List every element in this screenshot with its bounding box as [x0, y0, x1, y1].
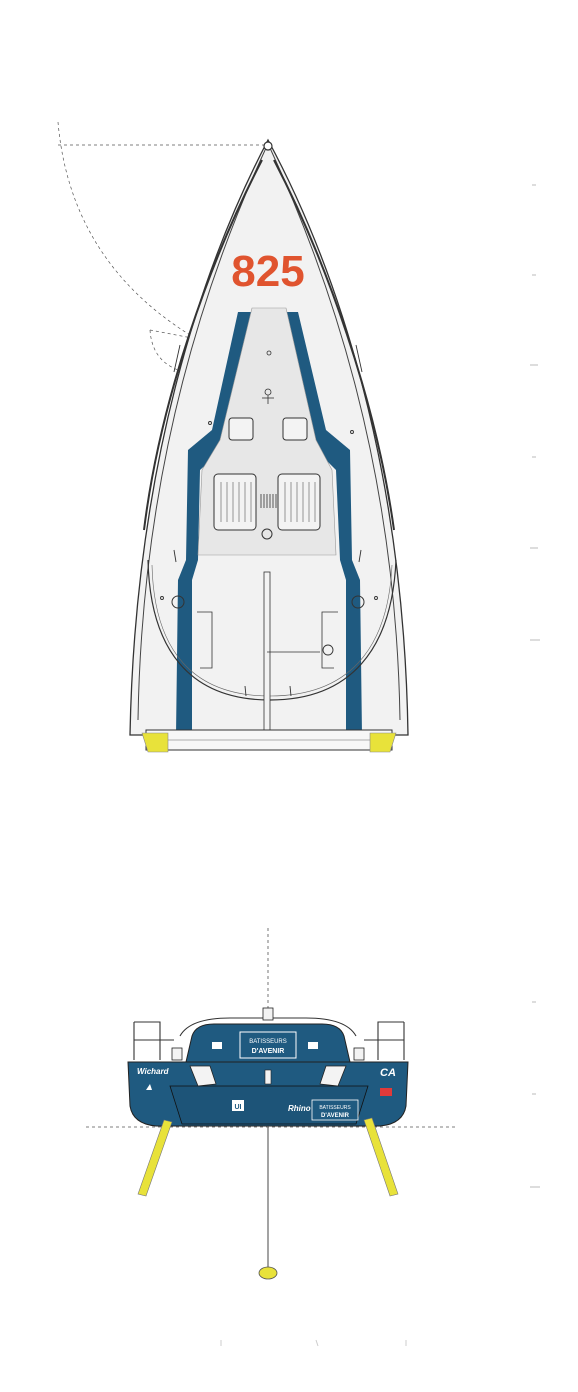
- mainsheet-track: [263, 571, 271, 751]
- forestay-fitting: [263, 141, 273, 151]
- stern-view: BATISSEURS D'AVENIR Wichard CA UI Rhino …: [86, 928, 456, 1280]
- brand-ca: CA: [380, 1067, 396, 1079]
- brand-wichard: Wichard: [137, 1067, 170, 1076]
- forward-hatch-port: [228, 417, 254, 441]
- mast-step: [261, 528, 273, 540]
- crew-figure-icon: [262, 388, 274, 404]
- starboard-rail: [269, 147, 401, 721]
- brand-rhino: Rhino: [288, 1104, 311, 1113]
- main-hatch-starboard: [277, 473, 321, 531]
- svg-text:BATISSEURS: BATISSEURS: [319, 1105, 351, 1111]
- keel-bulb: [258, 1266, 278, 1280]
- scale-ticks: [530, 184, 540, 1188]
- forward-hatch-starboard: [282, 417, 308, 441]
- winch-icon: [351, 595, 365, 609]
- main-hatch-port: [213, 473, 257, 531]
- mast-base-grate: [260, 494, 277, 508]
- svg-text:UI: UI: [235, 1104, 242, 1111]
- top-view: 825: [57, 121, 409, 753]
- svg-text:D'AVENIR: D'AVENIR: [321, 1113, 350, 1119]
- winch-icon: [353, 1047, 365, 1061]
- winch-icon: [171, 1047, 183, 1061]
- boom-sweep-guides: [57, 121, 268, 371]
- starboard-daggerboard: [363, 1117, 399, 1197]
- flag-logo: [380, 1088, 392, 1096]
- port-rail: [137, 147, 267, 721]
- port-stern-pad: [141, 732, 169, 753]
- transom-sponsor-panel: BATISSEURS D'AVENIR: [311, 1099, 359, 1121]
- port-lifeline: [143, 159, 263, 531]
- transom-logo-ui: UI: [232, 1100, 244, 1111]
- port-daggerboard: [137, 1119, 173, 1197]
- cabin-sponsor-panel: BATISSEURS D'AVENIR: [239, 1031, 297, 1059]
- bottom-scale-marks: [220, 1339, 407, 1347]
- port-blue-stripe: [176, 312, 252, 735]
- winch-icon: [171, 595, 185, 609]
- starboard-stern-pad: [369, 732, 397, 753]
- starboard-lifeline: [273, 159, 395, 531]
- cabin-panel-line2: D'AVENIR: [252, 1048, 285, 1055]
- cabin-panel-line1: BATISSEURS: [249, 1039, 287, 1045]
- sail-number: 825: [231, 247, 304, 296]
- starboard-blue-stripe: [286, 312, 362, 735]
